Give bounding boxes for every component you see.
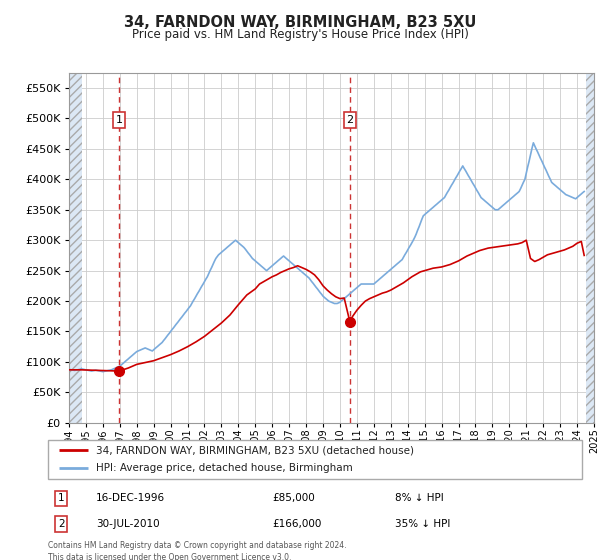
Bar: [69, 73, 82, 423]
Text: 35% ↓ HPI: 35% ↓ HPI: [395, 519, 451, 529]
Text: 1: 1: [116, 115, 122, 125]
Text: HPI: Average price, detached house, Birmingham: HPI: Average price, detached house, Birm…: [96, 463, 353, 473]
Text: 1: 1: [58, 493, 65, 503]
Text: Contains HM Land Registry data © Crown copyright and database right 2024.
This d: Contains HM Land Registry data © Crown c…: [48, 541, 347, 560]
Text: 2: 2: [58, 519, 65, 529]
Text: 8% ↓ HPI: 8% ↓ HPI: [395, 493, 444, 503]
Bar: [586, 73, 594, 423]
Text: 16-DEC-1996: 16-DEC-1996: [96, 493, 165, 503]
Text: £85,000: £85,000: [272, 493, 315, 503]
Text: 34, FARNDON WAY, BIRMINGHAM, B23 5XU: 34, FARNDON WAY, BIRMINGHAM, B23 5XU: [124, 15, 476, 30]
Text: 34, FARNDON WAY, BIRMINGHAM, B23 5XU (detached house): 34, FARNDON WAY, BIRMINGHAM, B23 5XU (de…: [96, 445, 414, 455]
FancyBboxPatch shape: [48, 440, 582, 479]
Text: 30-JUL-2010: 30-JUL-2010: [96, 519, 160, 529]
Text: Price paid vs. HM Land Registry's House Price Index (HPI): Price paid vs. HM Land Registry's House …: [131, 28, 469, 41]
Text: 2: 2: [346, 115, 353, 125]
Text: £166,000: £166,000: [272, 519, 322, 529]
